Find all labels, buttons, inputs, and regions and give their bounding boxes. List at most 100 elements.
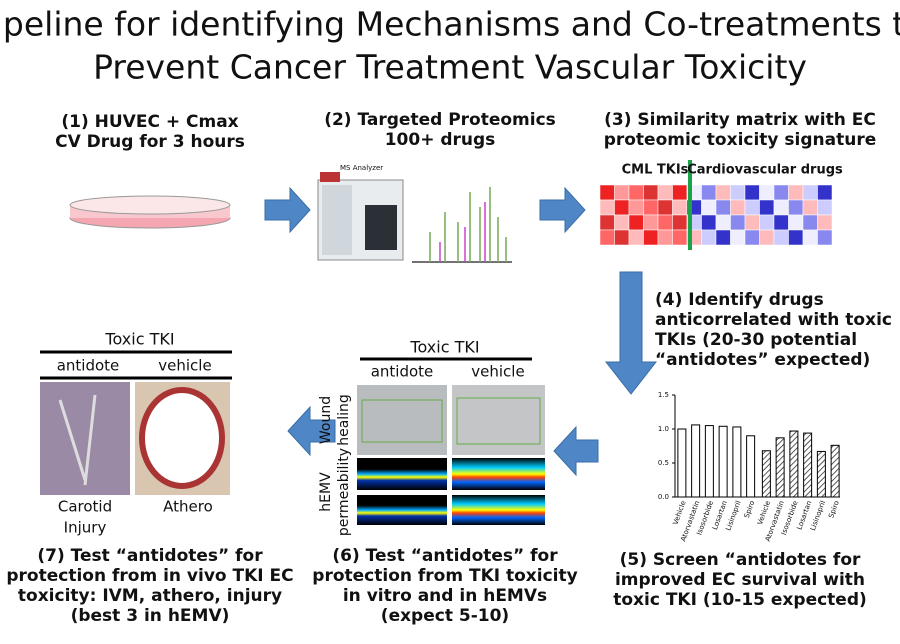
- step-label: improved EC survival with: [615, 570, 865, 590]
- step-label: (7) Test “antidotes” for: [37, 546, 263, 566]
- heat-cell: [730, 214, 746, 231]
- heat-cell: [817, 214, 833, 231]
- heat-cell: [773, 214, 789, 231]
- title: Pipeline for identifying Mechanisms and …: [0, 5, 900, 44]
- heat-cell: [759, 214, 775, 231]
- caption: Athero: [163, 498, 213, 516]
- y-tick-label: 1.5: [658, 391, 669, 399]
- heat-cell: [701, 184, 717, 201]
- step-label: (6) Test “antidotes” for: [332, 546, 558, 566]
- bar: [803, 432, 813, 498]
- heat-cell: [628, 214, 644, 231]
- heat-cell: [599, 229, 615, 246]
- heat-cell: [730, 184, 746, 201]
- heat-cell: [730, 199, 746, 216]
- step-label: (3) Similarity matrix with EC: [604, 110, 876, 130]
- step-label: protection from in vivo TKI EC: [6, 566, 293, 586]
- heat-cell: [715, 229, 731, 246]
- heat-cell: [643, 199, 659, 216]
- heat-cell: [715, 214, 731, 231]
- panel-header: Toxic TKI: [104, 330, 174, 349]
- petri-dish: [69, 195, 231, 229]
- mouse-images: [40, 382, 230, 495]
- step-label: proteomic toxicity signature: [604, 130, 877, 150]
- step-label: toxicity: IVM, athero, injury: [18, 586, 282, 606]
- bar: [761, 450, 771, 498]
- column-label: antidote: [57, 357, 120, 375]
- heat-cell: [657, 199, 673, 216]
- row-label: healing: [336, 394, 352, 446]
- heat-cell: [802, 229, 818, 246]
- heat-cell: [628, 199, 644, 216]
- heat-cell: [672, 229, 688, 246]
- heat-cell: [715, 184, 731, 201]
- heat-cell: [614, 184, 630, 201]
- step-label: (2) Targeted Proteomics: [324, 110, 556, 130]
- heat-cell: [643, 184, 659, 201]
- bar: [677, 428, 687, 498]
- ms-instrument: [317, 172, 404, 261]
- heat-cell: [773, 184, 789, 201]
- heat-cell: [701, 199, 717, 216]
- heat-cell: [672, 214, 688, 231]
- step-label: TKIs (20-30 potential: [655, 330, 857, 350]
- heat-cell: [744, 229, 760, 246]
- caption: Carotid: [58, 498, 112, 516]
- heat-cell: [614, 199, 630, 216]
- panel-header: Toxic TKI: [409, 338, 479, 357]
- bar: [732, 426, 742, 498]
- heat-cell: [657, 184, 673, 201]
- heat-cell: [788, 199, 804, 216]
- column-label: vehicle: [158, 357, 211, 375]
- heat-cell: [817, 184, 833, 201]
- heat-cell: [817, 199, 833, 216]
- arrows: [264, 186, 658, 477]
- heat-cell: [759, 184, 775, 201]
- heat-cell: [715, 199, 731, 216]
- heat-cell: [788, 214, 804, 231]
- step-label: (best 3 in hEMV): [71, 606, 230, 626]
- instrument-label: MS Analyzer: [340, 164, 383, 172]
- heat-cell: [744, 184, 760, 201]
- heat-cell: [672, 199, 688, 216]
- step-label: (5) Screen “antidotes for: [620, 550, 861, 570]
- heat-cell: [744, 199, 760, 216]
- y-tick-label: 1.0: [658, 425, 669, 433]
- spectrum: [412, 187, 512, 263]
- heat-cell: [759, 229, 775, 246]
- heat-cell: [773, 229, 789, 246]
- heat-cell: [744, 214, 760, 231]
- title: Prevent Cancer Treatment Vascular Toxici…: [93, 48, 807, 87]
- heat-cell: [802, 184, 818, 201]
- heat-cell: [614, 229, 630, 246]
- heat-cell: [643, 214, 659, 231]
- heat-cell: [701, 229, 717, 246]
- column-label: vehicle: [471, 363, 524, 381]
- bar: [718, 425, 728, 498]
- heat-cell: [599, 199, 615, 216]
- heat-cell: [657, 214, 673, 231]
- bar: [830, 444, 840, 498]
- heat-cell: [599, 214, 615, 231]
- step-label: (expect 5-10): [381, 606, 509, 626]
- heat-cell: [788, 184, 804, 201]
- step-label: protection from TKI toxicity: [312, 566, 577, 586]
- row-label: hEMV: [318, 472, 334, 512]
- bar-chart: 0.00.51.01.5VehicleAtorvastatinIsosorbid…: [640, 385, 845, 543]
- heat-cell: [759, 199, 775, 216]
- y-tick-label: 0.0: [658, 493, 669, 501]
- bar: [816, 450, 826, 498]
- bar: [775, 437, 785, 498]
- matrix-label: Cardiovascular drugs: [687, 163, 843, 178]
- heat-cell: [701, 214, 717, 231]
- heat-cell: [730, 229, 746, 246]
- step-label: toxic TKI (10-15 expected): [613, 590, 867, 610]
- bar: [746, 435, 756, 498]
- heat-cell: [643, 229, 659, 246]
- heat-cell: [773, 199, 789, 216]
- heat-cell: [628, 184, 644, 201]
- heatmap: [599, 184, 833, 246]
- bar: [789, 430, 799, 498]
- heat-cell: [628, 229, 644, 246]
- step-label: anticorrelated with toxic: [655, 310, 892, 330]
